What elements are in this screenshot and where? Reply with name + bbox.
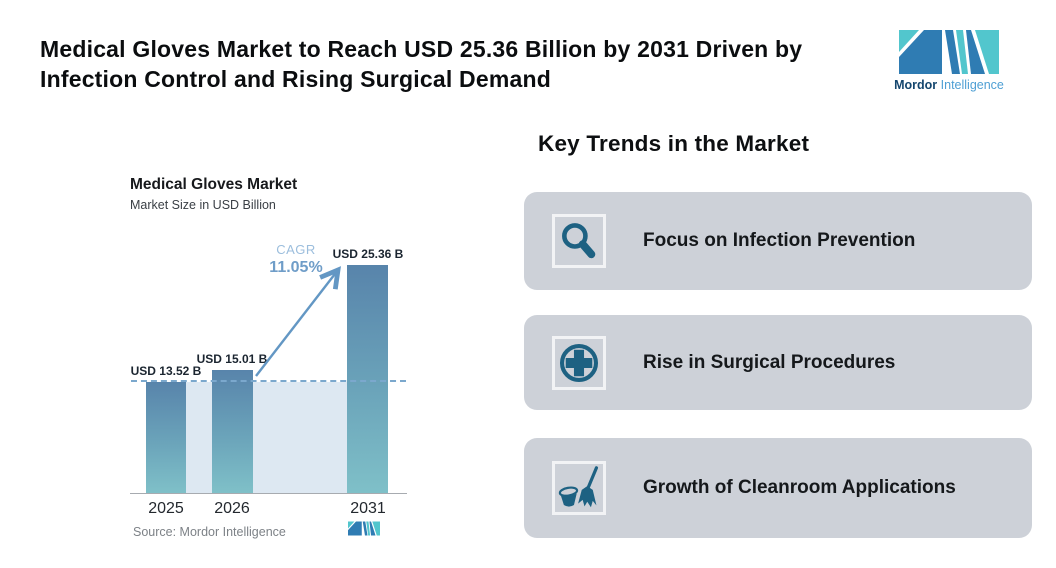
- bar-2031: [347, 265, 388, 493]
- cagr-label: CAGR: [276, 242, 316, 257]
- source-attribution: Source: Mordor Intelligence: [133, 525, 286, 539]
- medical-cross-icon: [559, 343, 599, 382]
- trend-icon-box: [552, 335, 606, 390]
- page-title-line2: Infection Control and Rising Surgical De…: [40, 66, 552, 92]
- brand-logo: Mordor Intelligence: [886, 30, 1012, 92]
- trend-card-infection-prevention: Focus on Infection Prevention: [524, 192, 1032, 290]
- chart-subtitle: Market Size in USD Billion: [130, 198, 276, 212]
- cagr-value: 11.05%: [269, 259, 323, 276]
- trends-heading: Key Trends in the Market: [538, 131, 810, 156]
- cleaning-icon: [558, 466, 599, 508]
- trend-card-surgical-procedures: Rise in Surgical Procedures: [524, 315, 1032, 410]
- bar-value-label-2031: USD 25.36 B: [332, 247, 404, 261]
- x-axis: [130, 493, 407, 494]
- bar-2026: [212, 370, 253, 493]
- growth-arrow-icon: [255, 266, 341, 377]
- bar-value-label-2025: USD 13.52 B: [130, 364, 202, 378]
- baseline-dashed-line: [131, 380, 406, 382]
- trend-label: Rise in Surgical Procedures: [643, 351, 896, 373]
- x-tick-2031: 2031: [350, 500, 386, 517]
- brand-name-bold: Mordor: [894, 78, 938, 92]
- mordor-m-small-icon: [348, 521, 380, 536]
- trend-icon-box: [552, 461, 606, 515]
- trend-card-cleanroom-applications: Growth of Cleanroom Applications: [524, 438, 1032, 538]
- bar-value-label-2026: USD 15.01 B: [196, 352, 268, 366]
- page-title-line1: Medical Gloves Market to Reach USD 25.36…: [40, 36, 803, 62]
- x-tick-2026: 2026: [214, 500, 250, 517]
- x-tick-2025: 2025: [148, 500, 184, 517]
- mordor-m-icon: [899, 30, 999, 74]
- brand-name: Mordor Intelligence: [886, 78, 1012, 92]
- brand-name-light: Intelligence: [940, 78, 1004, 92]
- magnifier-icon: [562, 223, 596, 259]
- chart-title: Medical Gloves Market: [130, 176, 298, 193]
- trend-icon-box: [552, 214, 606, 268]
- trend-label: Growth of Cleanroom Applications: [643, 477, 956, 498]
- bar-2025: [146, 382, 186, 493]
- page-title: Medical Gloves Market to Reach USD 25.36…: [40, 34, 900, 94]
- trend-label: Focus on Infection Prevention: [643, 230, 916, 251]
